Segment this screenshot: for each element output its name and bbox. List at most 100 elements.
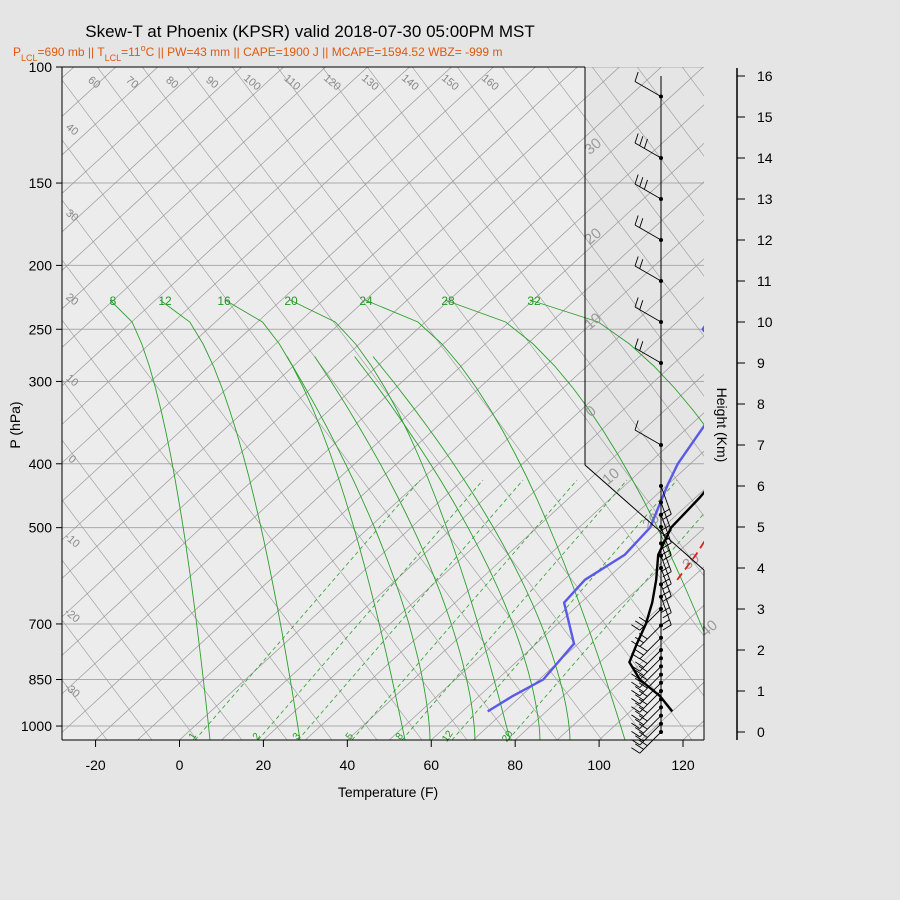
wind-barb bbox=[660, 596, 672, 631]
wind-barb-feather bbox=[643, 179, 648, 190]
wind-barb-feather bbox=[631, 673, 641, 680]
dry-adiabat bbox=[546, 67, 704, 277]
wind-barb-feather bbox=[634, 174, 639, 185]
height-tick-label: 6 bbox=[757, 478, 765, 494]
wind-barb-feather bbox=[638, 633, 648, 640]
height-tick-label: 9 bbox=[757, 355, 765, 371]
y-tick-label: 500 bbox=[29, 520, 53, 536]
dry-adiabat bbox=[411, 67, 704, 457]
sounding-series bbox=[487, 325, 704, 713]
wind-barb-feather bbox=[638, 723, 648, 730]
wind-barb-feather bbox=[639, 136, 644, 146]
dry-adiabat bbox=[62, 199, 468, 740]
moist-adiabat bbox=[314, 356, 476, 740]
moist-adiabat-label: 16 bbox=[217, 294, 231, 308]
wind-barb-feather bbox=[634, 677, 644, 685]
height-tick-label: 16 bbox=[757, 68, 773, 84]
wind-barb-feather bbox=[631, 730, 641, 738]
moist-adiabat bbox=[289, 299, 511, 740]
isotherm bbox=[472, 527, 704, 740]
dry-adiabat bbox=[231, 67, 704, 697]
x-tick-label: 40 bbox=[340, 757, 356, 773]
isotherm bbox=[179, 258, 704, 740]
moist-adiabat bbox=[159, 299, 301, 740]
wind-barb bbox=[631, 707, 662, 729]
wind-barb bbox=[631, 637, 662, 660]
dry-adiabat bbox=[62, 79, 558, 740]
wind-barb-feather bbox=[638, 706, 648, 714]
isotherm bbox=[62, 142, 704, 733]
wind-barb bbox=[660, 485, 672, 520]
wind-barb-feather bbox=[660, 607, 670, 614]
wind-barb-feather bbox=[662, 612, 672, 619]
wind-barb-feather bbox=[638, 645, 648, 652]
wind-barb-feather bbox=[639, 259, 644, 269]
isotherm bbox=[62, 67, 662, 618]
mixing-ratio-line bbox=[351, 479, 578, 740]
y-tick-label: 850 bbox=[29, 672, 53, 688]
dry-adiabat bbox=[62, 139, 513, 740]
wind-barb-feather bbox=[631, 653, 641, 660]
mixing-ratio-line bbox=[297, 479, 524, 740]
wind-barb bbox=[634, 420, 662, 446]
dry-adiabat bbox=[321, 67, 704, 577]
mixing-ratio-line bbox=[451, 479, 678, 740]
isotherm bbox=[62, 67, 494, 464]
moist-adiabat-label: 24 bbox=[359, 294, 373, 308]
isotherm bbox=[62, 67, 200, 194]
wind-barb-feather bbox=[639, 341, 644, 351]
wind-barb-feather bbox=[638, 682, 648, 689]
wind-barb-feather bbox=[634, 661, 644, 668]
y-axis-label: P (hPa) bbox=[7, 401, 23, 448]
y-tick-label: 250 bbox=[29, 321, 53, 337]
x-tick-label: 0 bbox=[176, 757, 184, 773]
height-tick-label: 8 bbox=[757, 396, 765, 412]
moist-adiabat bbox=[372, 356, 571, 740]
height-tick-label: 13 bbox=[757, 191, 773, 207]
wind-barb-feather bbox=[631, 689, 641, 697]
isotherm bbox=[514, 566, 704, 740]
dry-adiabat bbox=[62, 379, 333, 740]
moist-adiabat bbox=[224, 299, 406, 740]
wind-barb bbox=[660, 502, 672, 537]
y-tick-label: 1000 bbox=[21, 718, 52, 734]
wind-barb-feather bbox=[634, 256, 639, 267]
y-tick-label: 200 bbox=[29, 257, 53, 273]
dry-adiabat bbox=[456, 67, 704, 397]
wind-barb-feather bbox=[634, 694, 644, 701]
wind-barb-feather bbox=[660, 537, 670, 544]
wind-barb-feather bbox=[631, 722, 641, 729]
wind-barb-feather bbox=[638, 657, 648, 664]
wind-barb-feather bbox=[631, 747, 641, 754]
series-line-temperature bbox=[628, 490, 704, 713]
plot-background bbox=[62, 67, 704, 740]
wind-barb-feather bbox=[662, 530, 672, 537]
wind-barb-feather bbox=[638, 616, 648, 623]
isotherm bbox=[62, 104, 704, 695]
isotherm bbox=[62, 67, 452, 425]
wind-barb bbox=[634, 338, 662, 364]
height-tick-label: 1 bbox=[757, 683, 765, 699]
mixing-ratio-line bbox=[507, 512, 704, 740]
wind-barb-feather bbox=[638, 674, 648, 681]
wind-barb-shaft bbox=[634, 429, 662, 446]
skewt-grid bbox=[62, 67, 704, 740]
mixing-ratio-line bbox=[401, 479, 628, 740]
isotherm bbox=[347, 412, 704, 740]
moist-adiabat-label: 12 bbox=[158, 294, 172, 308]
isotherm bbox=[221, 296, 704, 740]
right-frame-slant bbox=[584, 464, 705, 571]
mixing-ratio-label: 3 bbox=[291, 731, 303, 742]
isotherm bbox=[62, 67, 704, 656]
height-tick-label: 10 bbox=[757, 314, 773, 330]
wind-barb bbox=[631, 666, 662, 688]
dry-adiabat bbox=[501, 67, 704, 337]
wind-barb-feather bbox=[634, 636, 644, 644]
wind-barb-feather bbox=[634, 215, 639, 226]
wind-barb bbox=[634, 133, 662, 159]
height-tick-label: 15 bbox=[757, 109, 773, 125]
wind-barb-feather bbox=[634, 702, 644, 709]
height-tick-label: 12 bbox=[757, 232, 773, 248]
wind-barb-feather bbox=[634, 649, 644, 656]
